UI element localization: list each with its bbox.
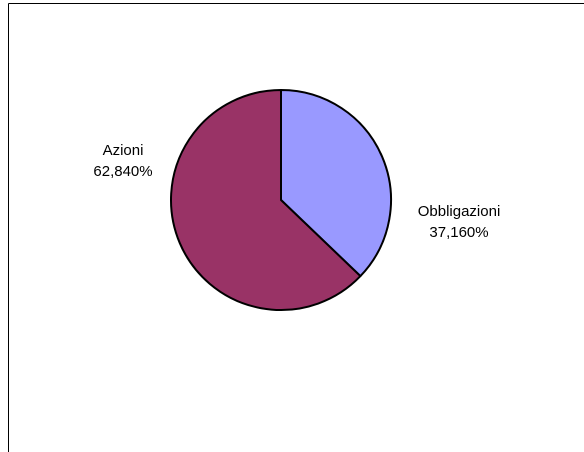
slice-value-obbligazioni: 37,160% [429,224,488,241]
pie-slices [170,89,392,311]
slice-label-obbligazioni: Obbligazioni [418,203,501,220]
slice-value-azioni: 62,840% [93,163,152,180]
slice-label-azioni: Azioni [103,142,144,159]
pie-slice-azioni [170,89,362,311]
pie-slice-obbligazioni [280,89,392,278]
pie-labels: Obbligazioni 37,160% Azioni 62,840% [93,142,500,241]
